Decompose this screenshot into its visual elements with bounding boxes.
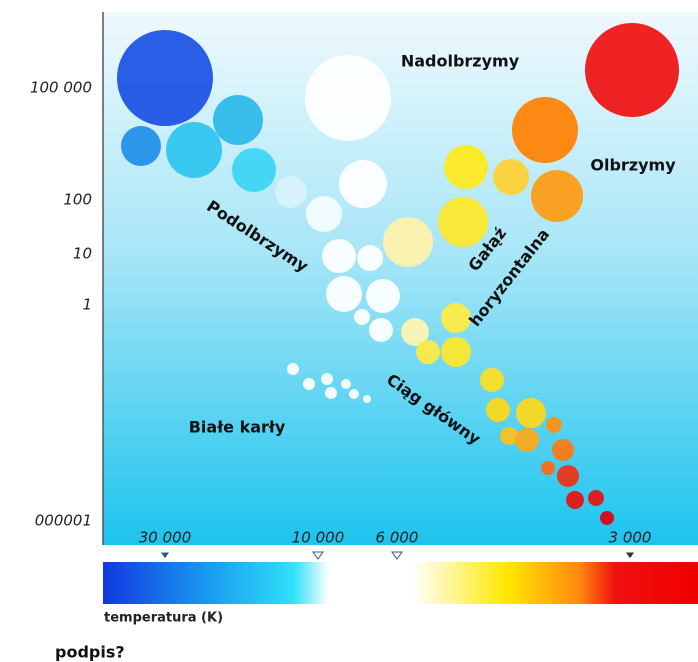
star — [369, 318, 393, 342]
star — [441, 337, 471, 367]
y-tick-label: 1 — [82, 296, 92, 314]
star — [213, 95, 263, 145]
star — [515, 428, 539, 452]
temperature-tick-label: 3 000 — [609, 529, 652, 547]
y-tick-label: 100 000 — [30, 79, 92, 97]
star — [321, 373, 333, 385]
star — [354, 309, 370, 325]
star — [117, 30, 213, 126]
tick-marker — [313, 552, 323, 559]
star — [493, 159, 529, 195]
caption: podpis? — [55, 643, 125, 662]
star — [322, 239, 356, 273]
region-label: Białe karły — [189, 418, 286, 437]
star — [557, 465, 579, 487]
tick-marker — [392, 552, 402, 559]
star — [121, 126, 161, 166]
star — [357, 245, 383, 271]
star — [341, 379, 351, 389]
tick-marker — [625, 552, 635, 559]
star — [531, 170, 583, 222]
y-tick-label: 000001 — [35, 512, 92, 530]
star — [339, 160, 387, 208]
region-label: Nadolbrzymy — [401, 52, 520, 71]
tick-marker — [160, 552, 170, 559]
diagram: 100 000 100 10 1 000001 30 000 10 000 6 … — [0, 0, 698, 662]
y-tick-label: 10 — [73, 245, 92, 263]
temperature-label: temperatura (K) — [104, 611, 223, 626]
star — [303, 378, 315, 390]
star — [480, 368, 504, 392]
star — [600, 511, 614, 525]
star — [305, 55, 391, 141]
star — [306, 196, 342, 232]
star — [438, 197, 488, 247]
star — [275, 176, 307, 208]
star — [566, 491, 584, 509]
star — [512, 97, 578, 163]
star — [552, 439, 574, 461]
star — [383, 217, 433, 267]
star — [349, 389, 359, 399]
star — [363, 395, 371, 403]
star — [232, 148, 276, 192]
star — [486, 398, 510, 422]
star — [541, 461, 555, 475]
star — [166, 122, 222, 178]
star — [287, 363, 299, 375]
star — [366, 279, 400, 313]
region-label: Olbrzymy — [590, 156, 676, 175]
star — [516, 398, 546, 428]
temperature-tick-label: 10 000 — [292, 529, 345, 547]
star — [326, 276, 362, 312]
temperature-tick-label: 6 000 — [376, 529, 419, 547]
star — [325, 387, 337, 399]
star — [585, 23, 679, 117]
temperature-tick-label: 30 000 — [139, 529, 192, 547]
star — [416, 340, 440, 364]
temperature-bar — [103, 562, 698, 604]
y-tick-label: 100 — [63, 191, 92, 209]
star — [444, 145, 488, 189]
star — [588, 490, 604, 506]
star — [546, 417, 562, 433]
